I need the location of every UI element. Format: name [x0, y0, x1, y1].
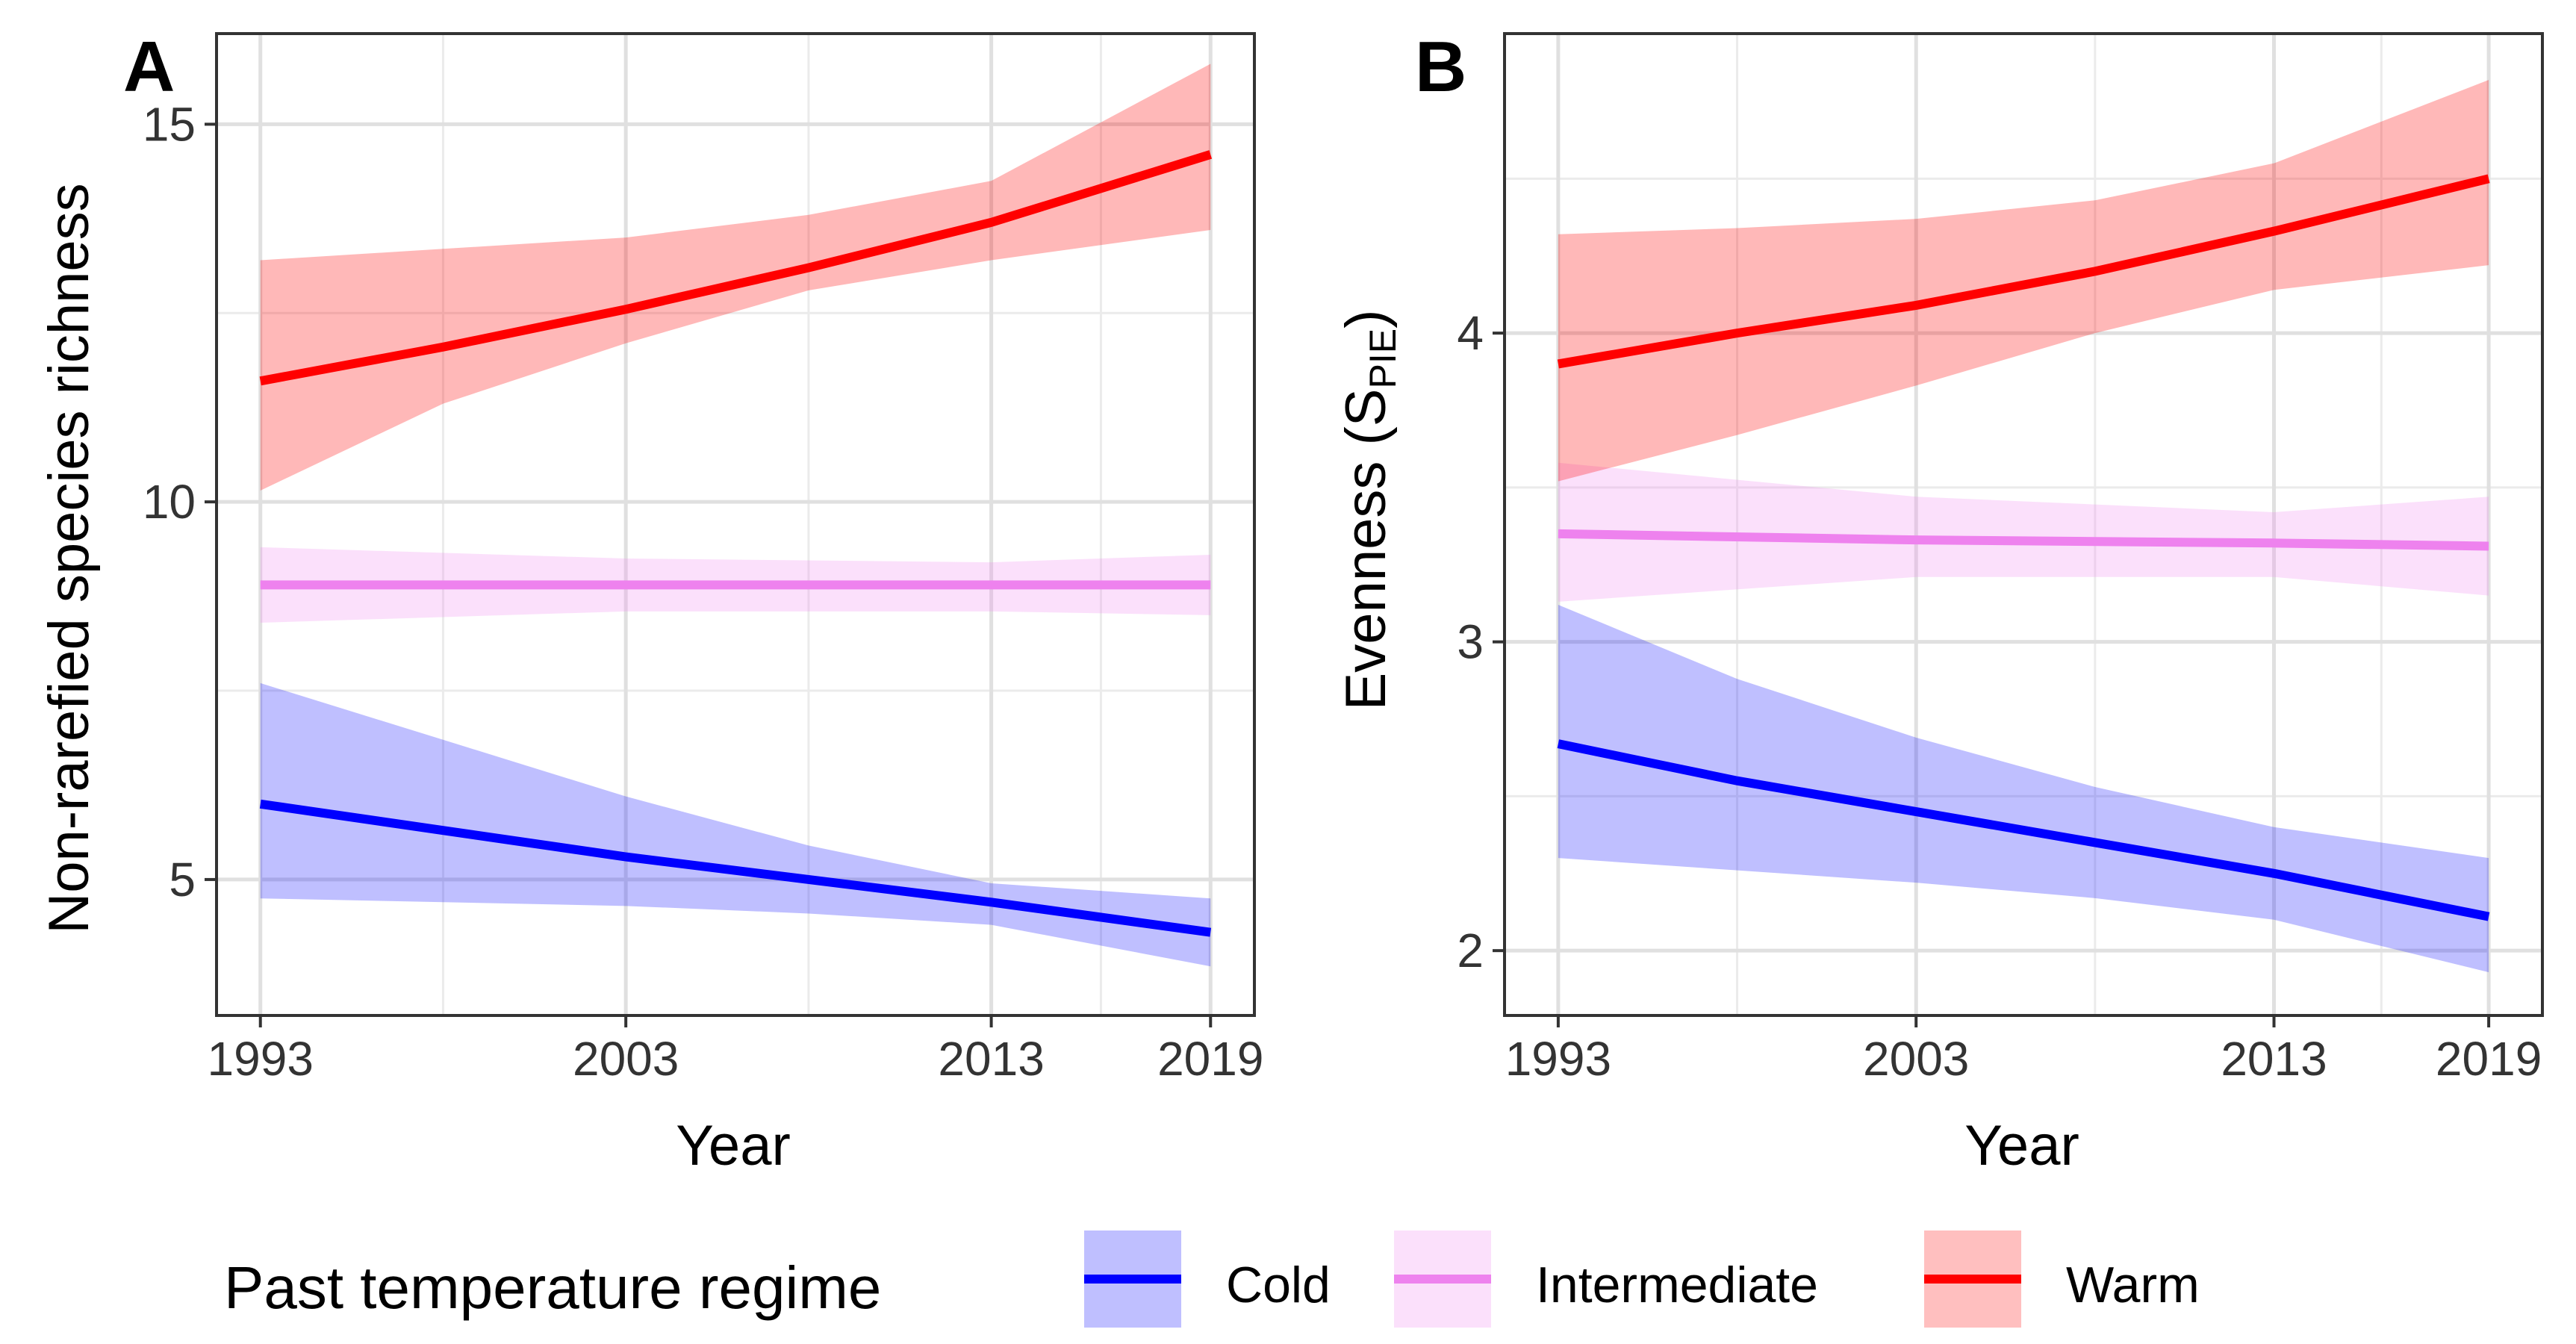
grid-lines — [1505, 34, 2542, 1015]
y-axis-label-main: Evenness (S — [1334, 389, 1398, 711]
panel-b: B 1993 2003 2013 2019 2 3 4 Year Evenness (SPI… — [1334, 27, 2544, 1177]
trend-line-warm — [259, 150, 1213, 386]
y-axis-label: Non-rarefied species richness — [37, 183, 101, 933]
x-axis-label: Year — [1964, 1114, 2079, 1177]
x-axis-label: Year — [676, 1114, 791, 1177]
y-tick-label: 4 — [1457, 306, 1484, 360]
y-tick-label: 3 — [1457, 615, 1484, 669]
trend-line-cold — [259, 799, 1212, 937]
trend-line-warm — [1557, 174, 2490, 369]
trend-line-intermediate — [1558, 529, 2489, 551]
legend: Past temperature regime Cold Intermediate… — [224, 1231, 2200, 1328]
legend-title: Past temperature regime — [224, 1254, 881, 1321]
x-tick-label: 2019 — [1157, 1032, 1263, 1086]
panel-a: A 1993 2003 2013 2019 5 10 15 Year Non-rarefie… — [37, 27, 1263, 1177]
x-tick-label: 2013 — [2221, 1032, 2327, 1086]
plot-border — [215, 32, 1256, 1017]
x-tick-label: 2003 — [1863, 1032, 1969, 1086]
panel-letter: A — [123, 27, 175, 107]
x-tick-label: 1993 — [1505, 1032, 1611, 1086]
legend-label-warm: Warm — [2066, 1257, 2200, 1313]
series-lines — [259, 150, 1213, 937]
confidence-ribbon-warm — [260, 63, 1211, 491]
grid-lines — [217, 34, 1254, 1015]
x-tick-label: 2019 — [2436, 1032, 2542, 1086]
y-tick-label: 10 — [143, 475, 196, 529]
axis-ticks: 1993 2003 2013 2019 5 10 15 — [143, 97, 1264, 1086]
x-tick-label: 2013 — [938, 1032, 1044, 1086]
y-axis-label: Evenness (SPIE) — [1334, 310, 1404, 711]
y-tick-label: 5 — [169, 853, 196, 906]
y-axis-label-close: ) — [1334, 310, 1398, 329]
y-axis-label-subscript: PIE — [1362, 329, 1404, 389]
legend-label-intermediate: Intermediate — [1536, 1257, 1818, 1313]
legend-label-cold: Cold — [1226, 1257, 1331, 1313]
x-tick-label: 1993 — [208, 1032, 314, 1086]
plot-border — [1503, 32, 2544, 1017]
x-tick-label: 2003 — [573, 1032, 679, 1086]
confidence-ribbon-cold — [1558, 605, 2489, 973]
axis-ticks: 1993 2003 2013 2019 2 3 4 — [1457, 306, 2542, 1086]
series-lines — [1557, 174, 2490, 921]
y-tick-label: 2 — [1457, 924, 1484, 977]
panel-letter: B — [1415, 27, 1466, 107]
trend-line-cold — [1557, 739, 2490, 921]
confidence-ribbon-intermediate — [1558, 462, 2489, 602]
y-tick-label: 15 — [143, 97, 196, 151]
